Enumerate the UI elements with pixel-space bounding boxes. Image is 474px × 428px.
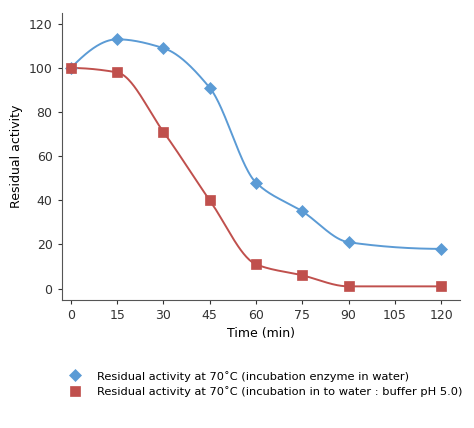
Residual activity at 70˚C (incubation in to water : buffer pH 5.0): (45, 40): buffer pH 5.0): (45, 40) <box>207 198 213 203</box>
Residual activity at 70˚C (incubation in to water : buffer pH 5.0): (75, 6): buffer pH 5.0): (75, 6) <box>300 273 305 278</box>
Residual activity at 70˚C (incubation enzyme in water) <box>300 209 305 214</box>
Residual activity at 70˚C (incubation in to water : buffer pH 5.0): (30, 71): buffer pH 5.0): (30, 71) <box>161 129 166 134</box>
Residual activity at 70˚C (incubation enzyme in water) <box>114 37 120 42</box>
Residual activity at 70˚C (incubation enzyme in water) <box>346 240 352 245</box>
Residual activity at 70˚C (incubation in to water : buffer pH 5.0): (15, 98): buffer pH 5.0): (15, 98) <box>114 70 120 75</box>
Y-axis label: Residual activity: Residual activity <box>10 104 23 208</box>
Residual activity at 70˚C (incubation enzyme in water) <box>207 85 213 90</box>
Residual activity at 70˚C (incubation in to water : buffer pH 5.0): (0, 100): buffer pH 5.0): (0, 100) <box>68 65 74 71</box>
Residual activity at 70˚C (incubation enzyme in water) <box>438 246 444 251</box>
Residual activity at 70˚C (incubation enzyme in water) <box>253 180 259 185</box>
X-axis label: Time (min): Time (min) <box>227 327 295 340</box>
Line: Residual activity at 70˚C (incubation enzyme in water): Residual activity at 70˚C (incubation en… <box>66 35 446 253</box>
Legend: Residual activity at 70˚C (incubation enzyme in water), Residual activity at 70˚: Residual activity at 70˚C (incubation en… <box>56 369 465 399</box>
Residual activity at 70˚C (incubation in to water : buffer pH 5.0): (60, 11): buffer pH 5.0): (60, 11) <box>253 262 259 267</box>
Residual activity at 70˚C (incubation enzyme in water) <box>68 65 74 71</box>
Residual activity at 70˚C (incubation in to water : buffer pH 5.0): (90, 1): buffer pH 5.0): (90, 1) <box>346 284 352 289</box>
Residual activity at 70˚C (incubation in to water : buffer pH 5.0): (120, 1): buffer pH 5.0): (120, 1) <box>438 284 444 289</box>
Line: Residual activity at 70˚C (incubation in to water : buffer pH 5.0): Residual activity at 70˚C (incubation in… <box>66 63 446 291</box>
Residual activity at 70˚C (incubation enzyme in water) <box>161 45 166 51</box>
